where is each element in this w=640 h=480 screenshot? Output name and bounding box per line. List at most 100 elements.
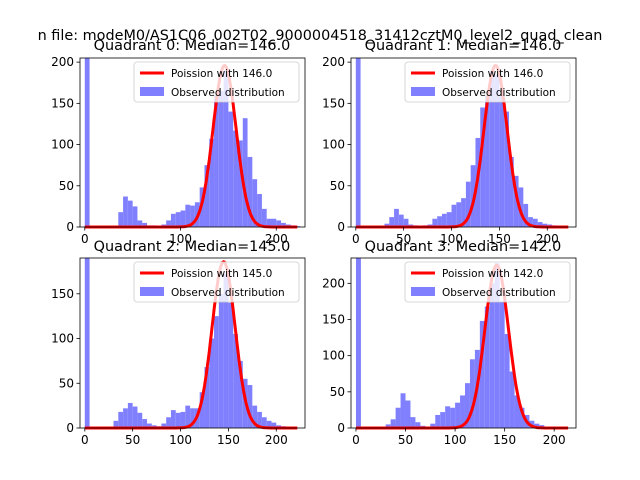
histogram-bar bbox=[440, 412, 446, 428]
x-tick-label: 200 bbox=[543, 433, 566, 447]
histogram-bar bbox=[494, 74, 500, 227]
x-tick-label: 100 bbox=[440, 232, 463, 246]
histogram-bar bbox=[430, 423, 436, 428]
histogram-bar bbox=[118, 411, 124, 428]
histogram-bar bbox=[432, 218, 438, 227]
histogram-bar bbox=[247, 156, 253, 227]
x-tick-label: 150 bbox=[493, 433, 516, 447]
histogram-bars bbox=[84, 58, 301, 228]
legend-bar-swatch bbox=[411, 287, 435, 296]
histogram-bar bbox=[142, 419, 148, 428]
y-tick-label: 50 bbox=[330, 385, 345, 399]
y-tick-label: 0 bbox=[337, 220, 345, 234]
x-tick-label: 0 bbox=[352, 433, 360, 447]
subplot-quadrant-2: 0 50 100 150 200 0 50 100 150 Poission with 145.0… bbox=[51, 239, 306, 447]
histogram-bar bbox=[456, 202, 462, 227]
histogram-bar bbox=[118, 212, 124, 227]
histogram-bar bbox=[271, 422, 277, 428]
histogram-bar bbox=[485, 95, 490, 227]
histogram-bar bbox=[355, 258, 361, 428]
y-tick-label: 100 bbox=[51, 332, 74, 346]
y-tick-label: 50 bbox=[59, 179, 74, 193]
legend-label-poisson: Poission with 142.0 bbox=[442, 268, 543, 280]
legend-label-observed: Observed distribution bbox=[171, 87, 285, 99]
histogram-bar bbox=[137, 220, 143, 227]
histogram-bar bbox=[175, 412, 181, 428]
legend-label-poisson: Poission with 146.0 bbox=[171, 68, 272, 80]
histogram-bar bbox=[209, 138, 215, 227]
histogram-bar bbox=[127, 402, 133, 428]
histogram-bar bbox=[441, 213, 447, 227]
x-tick-label: 50 bbox=[125, 433, 140, 447]
x-tick-label: 0 bbox=[81, 433, 89, 447]
histogram-bar bbox=[281, 222, 286, 227]
histogram-bar bbox=[465, 181, 471, 227]
axes-frame bbox=[79, 257, 306, 429]
histogram-bar bbox=[450, 407, 456, 428]
y-tick-label: 200 bbox=[322, 276, 345, 290]
histogram-bar bbox=[204, 367, 210, 428]
histogram-bar bbox=[209, 338, 215, 428]
histogram-bar bbox=[464, 383, 470, 428]
histogram-bar bbox=[514, 395, 520, 428]
axes-frame bbox=[79, 57, 306, 228]
histogram-bar bbox=[170, 410, 176, 428]
histogram-bar bbox=[410, 417, 416, 428]
histogram-bar bbox=[295, 226, 301, 227]
x-tick-label: 100 bbox=[169, 433, 192, 447]
subplot-title: Quadrant 0: Median=146.0 bbox=[94, 38, 291, 54]
histogram-bar bbox=[504, 333, 510, 428]
histogram-bar bbox=[479, 320, 485, 428]
legend-frame bbox=[404, 61, 571, 103]
histogram-bar bbox=[509, 371, 515, 428]
histogram-bar bbox=[142, 222, 148, 227]
x-tick-label: 100 bbox=[444, 433, 467, 447]
histogram-bar bbox=[223, 70, 229, 228]
histogram-bar bbox=[123, 408, 128, 428]
y-tick-label: 200 bbox=[51, 55, 74, 69]
histogram-bar bbox=[161, 423, 167, 428]
histogram-bar bbox=[435, 414, 441, 428]
histogram-bar bbox=[394, 208, 399, 227]
histogram-bar bbox=[499, 301, 505, 428]
histogram-bar bbox=[185, 204, 191, 227]
y-tick-label: 0 bbox=[337, 421, 345, 435]
histogram-bars bbox=[84, 258, 291, 428]
legend-label-observed: Observed distribution bbox=[171, 287, 285, 299]
histogram-bar bbox=[218, 293, 224, 428]
legend: Poission with 146.0 Observed distribution bbox=[133, 61, 300, 103]
histogram-bar bbox=[484, 306, 490, 428]
histogram-bar bbox=[469, 359, 475, 428]
histogram-bar bbox=[519, 407, 525, 428]
histogram-bar bbox=[494, 263, 500, 428]
histogram-bar bbox=[252, 405, 258, 428]
legend-bar-swatch bbox=[411, 87, 435, 96]
histogram-bar bbox=[523, 203, 529, 227]
y-tick-label: 0 bbox=[66, 421, 74, 435]
y-tick-label: 100 bbox=[51, 138, 74, 152]
histogram-bar bbox=[257, 194, 262, 227]
subplot-title: Quadrant 1: Median=146.0 bbox=[365, 38, 562, 54]
figure-title: n file: modeM0/AS1C06_002T02_9000004518_… bbox=[38, 28, 603, 44]
histogram-bar bbox=[84, 258, 90, 428]
histogram-bar bbox=[355, 58, 361, 227]
y-tick-label: 200 bbox=[322, 55, 345, 69]
histogram-bar bbox=[185, 405, 191, 428]
histogram-bar bbox=[252, 179, 258, 227]
legend-label-poisson: Poission with 145.0 bbox=[171, 268, 272, 280]
histogram-bar bbox=[228, 111, 234, 227]
histogram-bar bbox=[137, 412, 143, 428]
histogram-bar bbox=[233, 130, 238, 227]
legend: Poission with 146.0 Observed distribution bbox=[404, 61, 571, 103]
histogram-bar bbox=[166, 220, 171, 227]
x-tick-label: 200 bbox=[265, 232, 288, 246]
subplot-quadrant-0: 0 100 200 0 50 100 150 200 Poission with 146.0 Ob… bbox=[51, 38, 306, 246]
histogram-bar bbox=[384, 223, 390, 227]
histogram-bar bbox=[214, 95, 219, 227]
y-tick-label: 50 bbox=[330, 179, 345, 193]
histogram-bar bbox=[489, 70, 495, 228]
histogram-bar bbox=[389, 217, 395, 227]
legend-frame bbox=[133, 261, 300, 303]
x-tick-label: 50 bbox=[398, 433, 413, 447]
